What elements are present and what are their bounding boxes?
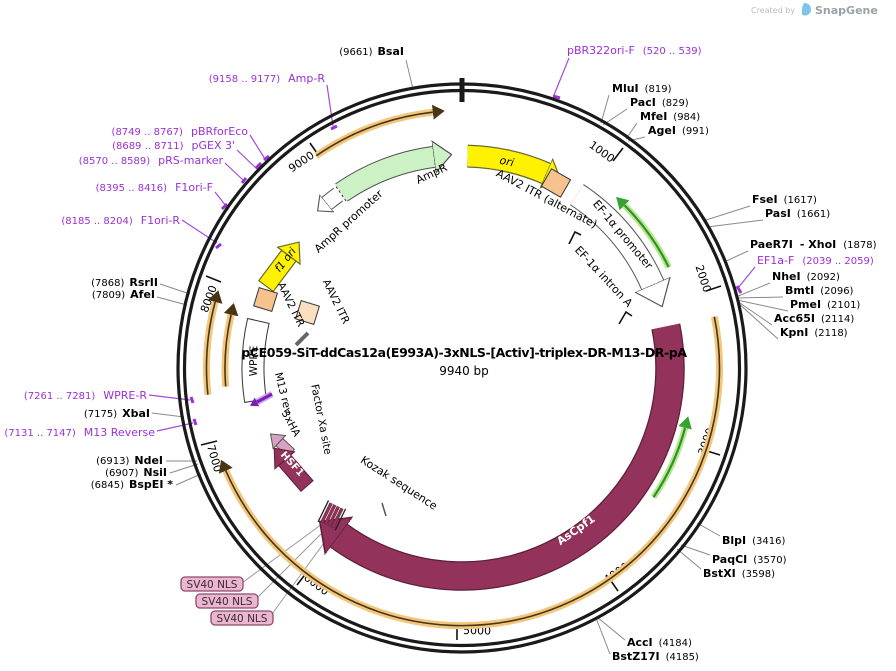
enzyme-bstz17i[interactable]: BstZ17I (4185): [612, 650, 699, 663]
snapgene-attribution: Created by SnapGene: [751, 3, 878, 17]
label-kozak[interactable]: Kozak sequence: [358, 453, 440, 512]
feature-ef1a-promoter[interactable]: [569, 184, 653, 286]
green-orf-arrows: [616, 196, 692, 500]
snapgene-brand-text: SnapGene: [815, 4, 878, 17]
orf-arrow-left-outer: [205, 290, 223, 395]
feature-ascpf1[interactable]: [338, 323, 685, 591]
feature-hsf1[interactable]: [264, 440, 316, 495]
primer-f1ori-r[interactable]: (8185 .. 8204) F1ori-R: [61, 214, 180, 227]
primer-labels: pBR322ori-F (520 .. 539) EF1a-F (2039 .. 2…: [4, 44, 873, 439]
primer-wpre-r[interactable]: (7261 .. 7281) WPRE-R: [24, 389, 147, 402]
enzyme-bsai[interactable]: (9661) BsaI: [339, 45, 404, 58]
feature-sv40-nls-slivers[interactable]: [317, 500, 347, 531]
primer-pbr322ori-f[interactable]: pBR322ori-F (520 .. 539): [567, 44, 702, 57]
label-wpre[interactable]: WPRE: [248, 346, 261, 377]
feature-wpre[interactable]: [241, 317, 270, 403]
label-ori[interactable]: ori: [498, 154, 515, 170]
enzyme-mfei[interactable]: MfeI (984): [640, 110, 700, 123]
enzyme-xbai[interactable]: (7175) XbaI: [84, 407, 150, 420]
tick-label-9000: 9000: [286, 149, 316, 175]
enzyme-rsrii[interactable]: (7868) RsrII: [91, 276, 158, 289]
tick-label-1000: 1000: [587, 138, 617, 165]
enzyme-bmti[interactable]: BmtI (2096): [785, 284, 854, 297]
enzyme-leader-lines: [151, 59, 789, 655]
primer-ef1a-f[interactable]: EF1a-F (2039 .. 2059): [757, 254, 874, 267]
feature-aav2-itr-alternate[interactable]: [540, 168, 572, 198]
feature-aav2-itr-2[interactable]: [295, 300, 320, 325]
feature-ori[interactable]: [466, 144, 547, 174]
green-arrow-ascpf1: [652, 416, 692, 498]
enzyme-blpi[interactable]: BlpI (3416): [722, 534, 785, 547]
primer-pbrforeco[interactable]: (8749 .. 8767) pBRforEco: [112, 125, 249, 138]
orf-arcs: [203, 104, 723, 630]
primer-pgex-3[interactable]: (8689 .. 8711) pGEX 3': [112, 139, 235, 152]
enzyme-afei[interactable]: (7809) AfeI: [92, 288, 155, 301]
feature-aav2-itr-1[interactable]: [253, 287, 278, 312]
primer-ring-marks: [189, 94, 743, 426]
tick-label-7000: 7000: [204, 443, 224, 473]
enzyme-pasi[interactable]: PasI (1661): [765, 207, 830, 220]
intron-splice-mark-1: [568, 230, 582, 245]
enzyme-ndei[interactable]: (6913) NdeI: [96, 454, 163, 467]
green-arrow-ef1a: [616, 196, 670, 268]
sv40-nls-label-3[interactable]: SV40 NLS: [217, 613, 268, 625]
sv40-nls-box-1[interactable]: [180, 576, 244, 592]
enzyme-paqci[interactable]: PaqCI (3570): [712, 553, 787, 566]
primer-amp-r[interactable]: (9158 .. 9177) Amp-R: [209, 72, 326, 85]
enzyme-nhei[interactable]: NheI (2092): [772, 270, 840, 283]
feature-m13-rev[interactable]: [249, 391, 274, 407]
enzyme-acc65i[interactable]: Acc65I (2114): [774, 312, 854, 325]
orf-arrow-left-inner: [223, 303, 239, 387]
enzyme-kpni[interactable]: KpnI (2118): [780, 326, 848, 339]
origin-zero-tick: [459, 78, 465, 102]
plasmid-backbone-ring: [176, 78, 748, 654]
enzyme-bstxi[interactable]: BstXI (3598): [703, 567, 775, 580]
label-aav2-itr-2[interactable]: AAV2 ITR: [320, 277, 352, 325]
enzyme-acci[interactable]: AccI (4184): [627, 636, 692, 649]
feature-f1-ori[interactable]: [255, 234, 310, 295]
snapgene-logo-icon: [802, 3, 811, 16]
enzyme-mlui[interactable]: MluI (819): [612, 82, 672, 95]
primer-f1ori-f[interactable]: (8395 .. 8416) F1ori-F: [96, 181, 213, 194]
primer-leader-lines: [148, 57, 756, 432]
orf-arrow-top: [315, 104, 445, 157]
created-by-text: Created by: [751, 6, 795, 15]
label-factor-xa[interactable]: Factor Xa site: [308, 383, 333, 455]
ampr-tail-dashed-edge: [334, 184, 347, 202]
orf-arrow-long: [218, 316, 721, 627]
enzyme-labels: (9661) BsaI MluI (819) PacI (829) MfeI (984)…: [84, 45, 877, 663]
sv40-nls-label-2[interactable]: SV40 NLS: [202, 596, 253, 608]
enzyme-nsii[interactable]: (6907) NsiI: [105, 466, 167, 479]
sv40-nls-label-1[interactable]: SV40 NLS: [187, 579, 238, 591]
primer-prs-marker[interactable]: (8570 .. 8589) pRS-marker: [79, 154, 224, 167]
sv40-nls-box-2[interactable]: [195, 593, 259, 609]
feature-ampr[interactable]: [334, 157, 434, 202]
feature-ampr-promoter[interactable]: [327, 187, 344, 204]
sv40-nls-callouts: SV40 NLS SV40 NLS SV40 NLS: [180, 576, 274, 626]
plasmid-size: 9940 bp: [439, 364, 489, 378]
enzyme-agei[interactable]: AgeI (991): [648, 124, 709, 137]
enzyme-bspei[interactable]: (6845) BspEI *: [91, 478, 174, 491]
intron-splice-mark-2: [618, 310, 633, 325]
enzyme-fsei[interactable]: FseI (1617): [752, 193, 817, 206]
sv40-nls-box-3[interactable]: [210, 610, 274, 626]
enzyme-paer7i-xhoi[interactable]: PaeR7I - XhoI (1878): [750, 238, 877, 251]
tick-label-2000: 2000: [692, 263, 713, 294]
plasmid-title: pCE059-SiT-ddCas12a(E993A)-3xNLS-[Activ]…: [241, 345, 687, 360]
kozak-tick: [381, 502, 387, 517]
primer-m13-reverse[interactable]: (7131 .. 7147) M13 Reverse: [4, 426, 155, 439]
feature-factor-xa-tick[interactable]: [294, 331, 310, 347]
enzyme-paci[interactable]: PacI (829): [630, 96, 689, 109]
enzyme-pmei[interactable]: PmeI (2101): [790, 298, 860, 311]
